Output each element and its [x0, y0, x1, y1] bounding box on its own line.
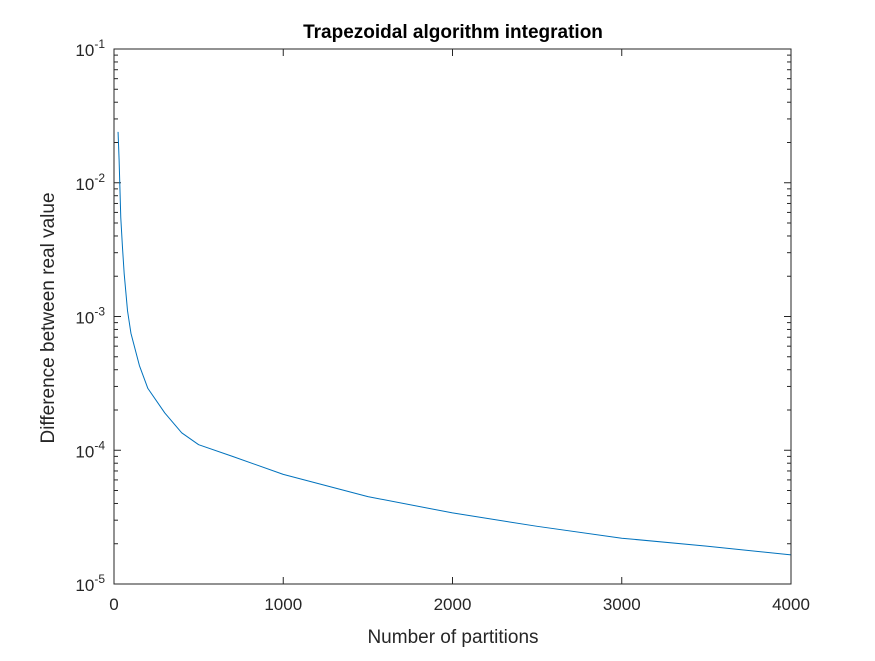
x-tick-label: 1000 — [264, 595, 302, 614]
y-axis-label: Difference between real value — [38, 192, 59, 443]
chart-title: Trapezoidal algorithm integration — [303, 22, 603, 43]
data-series — [117, 131, 792, 556]
x-tick-label: 3000 — [603, 595, 641, 614]
plot-area-box — [113, 48, 792, 585]
y-tick-label: 10-4 — [75, 438, 105, 461]
y-tick-label: 10-1 — [75, 37, 105, 60]
x-tick-label: 4000 — [772, 595, 810, 614]
tick-labels: 0 1000 2000 3000 4000 10-5 10-4 10-3 10-2 10-1 — [75, 37, 810, 614]
y-tick-label: 10-5 — [75, 572, 105, 595]
y-tick-label: 10-2 — [75, 171, 105, 194]
y-tick-label: 10-3 — [75, 305, 105, 328]
series-line-0 — [117, 131, 792, 556]
x-axis-label: Number of partitions — [367, 627, 538, 648]
x-tick-label: 0 — [109, 595, 118, 614]
x-tick-label: 2000 — [434, 595, 472, 614]
